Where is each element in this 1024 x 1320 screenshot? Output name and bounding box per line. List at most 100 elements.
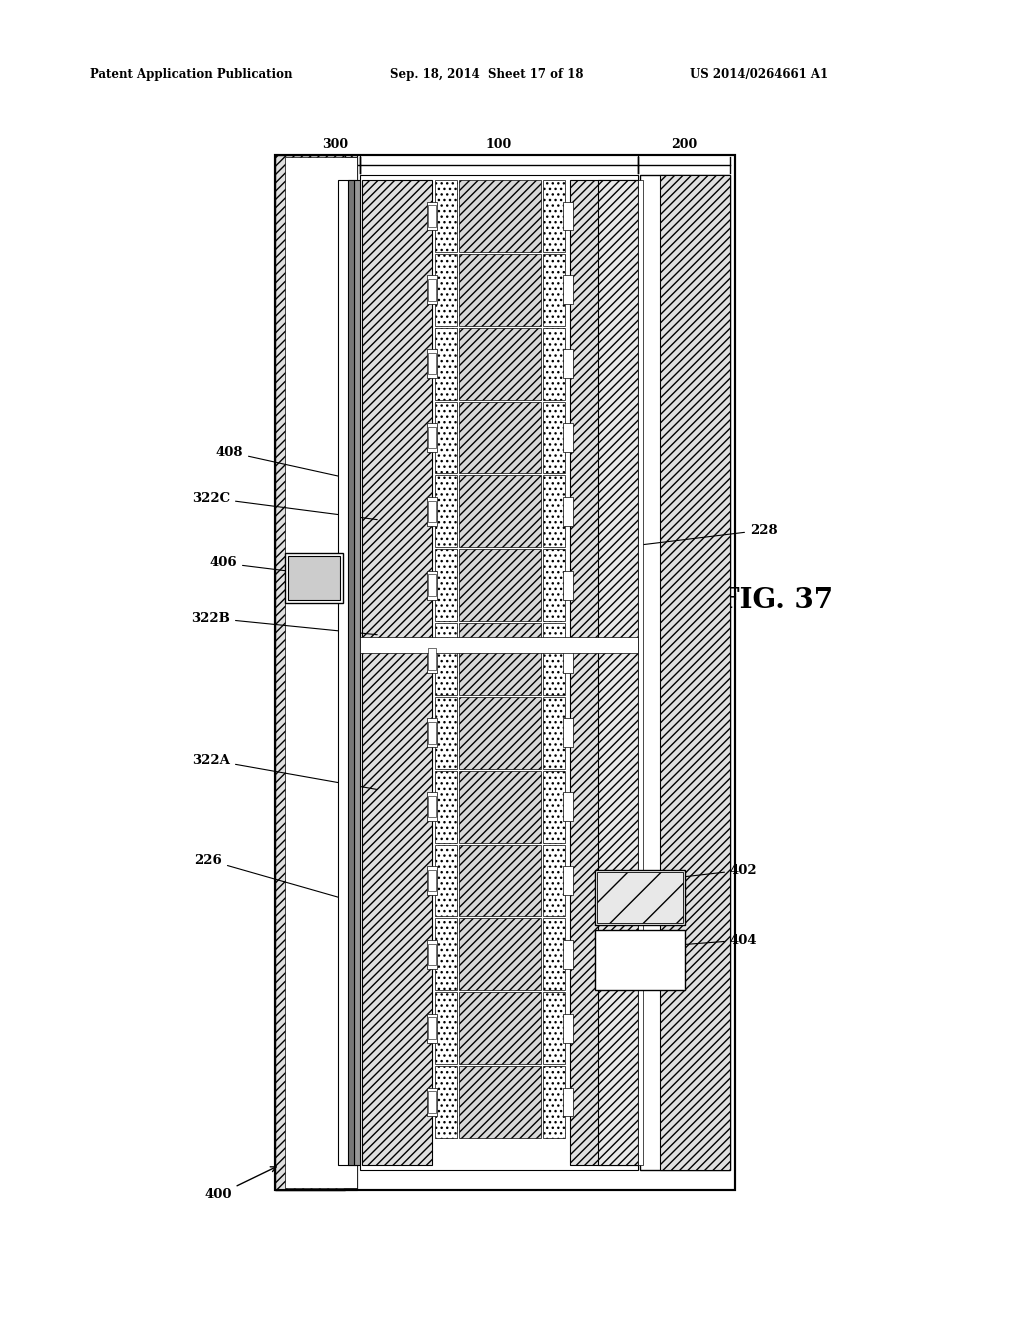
Text: 404: 404 xyxy=(641,933,758,948)
Bar xyxy=(435,845,457,916)
Text: 322C: 322C xyxy=(191,491,377,520)
Bar xyxy=(428,352,436,375)
Bar xyxy=(435,919,457,990)
Bar xyxy=(459,771,541,842)
Bar xyxy=(459,549,541,622)
Bar xyxy=(428,574,436,595)
Bar xyxy=(459,401,541,474)
Bar xyxy=(427,570,437,599)
Bar xyxy=(435,475,457,548)
Bar xyxy=(543,845,565,916)
Bar xyxy=(427,1088,437,1117)
Bar xyxy=(435,549,457,622)
Bar xyxy=(362,180,432,1166)
Bar xyxy=(435,401,457,474)
Bar xyxy=(428,279,436,301)
Bar xyxy=(428,1018,436,1039)
Bar xyxy=(427,866,437,895)
Bar xyxy=(543,549,565,622)
Text: Patent Application Publication: Patent Application Publication xyxy=(90,69,293,81)
Bar xyxy=(543,623,565,694)
Bar xyxy=(427,940,437,969)
Bar xyxy=(428,205,436,227)
Bar xyxy=(360,638,638,653)
Bar xyxy=(435,697,457,768)
Text: 406: 406 xyxy=(209,557,317,574)
Bar xyxy=(428,648,436,669)
Bar xyxy=(435,253,457,326)
Bar xyxy=(563,866,573,895)
Bar xyxy=(348,180,354,1166)
Bar xyxy=(543,327,565,400)
Bar xyxy=(427,644,437,673)
Bar xyxy=(435,993,457,1064)
Bar xyxy=(543,475,565,548)
Bar xyxy=(428,500,436,523)
Bar xyxy=(563,276,573,304)
Bar xyxy=(428,944,436,965)
Bar xyxy=(435,623,457,694)
Text: 322B: 322B xyxy=(191,611,377,635)
Bar xyxy=(428,1092,436,1113)
Text: Sep. 18, 2014  Sheet 17 of 18: Sep. 18, 2014 Sheet 17 of 18 xyxy=(390,69,584,81)
Bar xyxy=(427,496,437,525)
Bar xyxy=(563,424,573,451)
Text: 200: 200 xyxy=(671,139,697,150)
Bar xyxy=(427,276,437,304)
Bar xyxy=(428,870,436,891)
Text: 226: 226 xyxy=(195,854,345,899)
Bar xyxy=(570,180,638,1166)
Text: FIG. 37: FIG. 37 xyxy=(720,586,834,614)
Bar xyxy=(543,771,565,842)
Bar xyxy=(285,157,357,1188)
Bar xyxy=(427,718,437,747)
Bar xyxy=(275,154,735,1191)
Bar xyxy=(428,426,436,449)
Bar xyxy=(459,623,541,694)
Bar xyxy=(459,327,541,400)
Text: 228: 228 xyxy=(643,524,777,545)
Bar xyxy=(427,350,437,378)
Bar xyxy=(563,570,573,599)
Bar xyxy=(597,873,683,923)
Bar xyxy=(640,176,730,1170)
Bar xyxy=(563,792,573,821)
Bar xyxy=(563,644,573,673)
Bar xyxy=(598,180,638,1166)
Bar xyxy=(435,1067,457,1138)
Bar xyxy=(285,553,343,603)
Bar xyxy=(543,919,565,990)
Text: 408: 408 xyxy=(215,446,353,479)
Bar xyxy=(563,496,573,525)
Bar xyxy=(459,993,541,1064)
Bar xyxy=(459,253,541,326)
Bar xyxy=(563,718,573,747)
Bar xyxy=(427,424,437,451)
Bar xyxy=(638,180,643,1166)
Bar xyxy=(543,401,565,474)
Bar xyxy=(354,180,360,1166)
Bar xyxy=(459,697,541,768)
Bar xyxy=(563,350,573,378)
Text: 402: 402 xyxy=(641,863,758,882)
Bar xyxy=(459,919,541,990)
Bar xyxy=(595,870,685,925)
Bar xyxy=(360,176,638,1170)
Bar xyxy=(435,327,457,400)
Text: 400: 400 xyxy=(204,1167,276,1201)
Bar xyxy=(459,475,541,548)
Bar xyxy=(435,771,457,842)
Bar xyxy=(459,1067,541,1138)
Bar xyxy=(428,722,436,743)
Bar xyxy=(338,180,356,1166)
Text: 322A: 322A xyxy=(193,754,377,789)
Bar xyxy=(435,180,457,252)
Text: 300: 300 xyxy=(322,139,348,150)
Bar xyxy=(459,180,541,252)
Bar xyxy=(543,180,565,252)
Bar xyxy=(275,154,357,1191)
Bar xyxy=(278,157,355,1188)
Text: US 2014/0264661 A1: US 2014/0264661 A1 xyxy=(690,69,828,81)
Bar xyxy=(275,154,735,1191)
Bar xyxy=(427,792,437,821)
